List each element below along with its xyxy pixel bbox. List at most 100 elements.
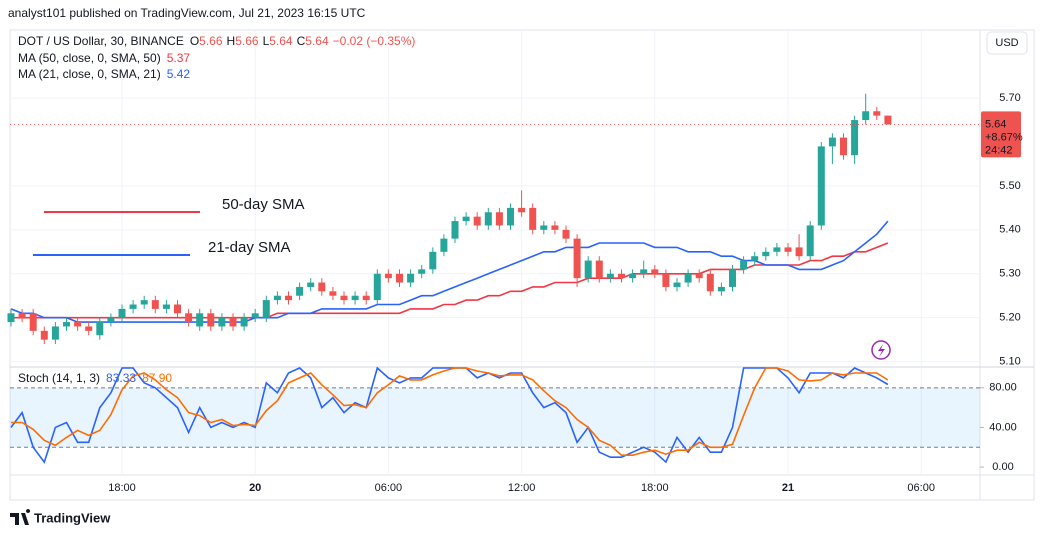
- x-tick-label: 18:00: [641, 482, 669, 494]
- candle-body: [884, 115, 892, 125]
- y-tick-label: 5.30: [999, 268, 1020, 280]
- candle-body: [584, 260, 592, 279]
- candle-body: [684, 273, 692, 283]
- candle-body: [329, 291, 337, 296]
- stoch-name: Stoch (14, 1, 3): [18, 371, 100, 385]
- candle-body: [462, 216, 470, 222]
- candle-body: [873, 111, 881, 116]
- y-tick-label: 80.00: [989, 382, 1017, 394]
- candle-body: [595, 260, 603, 279]
- x-tick-label: 21: [782, 482, 794, 494]
- y-tick-label: 5.40: [999, 224, 1020, 236]
- candle-body: [107, 317, 115, 323]
- price-tag: [981, 111, 1021, 158]
- candle-body: [185, 313, 193, 323]
- y-tick-label: 5.10: [999, 356, 1020, 368]
- ohlc-label: H: [227, 34, 236, 48]
- ma50-legend: MA (50, close, 0, SMA, 50) 5.37: [18, 51, 190, 65]
- candle-body: [285, 295, 292, 301]
- alert-icon[interactable]: [871, 340, 891, 360]
- candle-body: [751, 256, 759, 261]
- ohlc-value: 5.64: [269, 34, 293, 48]
- candle-body: [784, 247, 792, 252]
- price-tag-countdown: 24:42: [985, 144, 1013, 156]
- candle-body: [551, 225, 559, 230]
- candle-body: [529, 207, 537, 230]
- candle-body: [273, 295, 281, 301]
- candle-body: [540, 225, 548, 230]
- candle-body: [7, 313, 15, 323]
- candle-body: [63, 322, 70, 327]
- annotation-text: 50-day SMA: [222, 196, 305, 213]
- logo: [10, 509, 31, 525]
- stoch-line: [11, 367, 889, 456]
- ohlc-label: L: [263, 34, 270, 48]
- candle-body: [407, 273, 415, 283]
- candle-body: [196, 313, 204, 327]
- band-fill: [10, 387, 980, 448]
- candle-body: [373, 273, 381, 301]
- price-legend: DOT / US Dollar, 30, BINANCE O5.66 H5.66 L5…: [18, 34, 415, 48]
- x-tick-label: 20: [249, 482, 261, 494]
- candle-body: [307, 282, 315, 287]
- candle-body: [817, 146, 825, 226]
- ohlc-value: 5.64: [305, 34, 329, 48]
- y-tick-label: 5.70: [999, 92, 1020, 104]
- candle-body: [151, 300, 159, 309]
- currency-button[interactable]: [986, 31, 1028, 55]
- brand: TradingView: [34, 510, 111, 525]
- candle-body: [240, 317, 248, 327]
- candle-body: [806, 225, 814, 257]
- symbol: DOT / US Dollar, 30, BINANCE: [18, 34, 184, 48]
- candle-body: [207, 313, 215, 327]
- candle-body: [362, 295, 370, 301]
- candle-body: [440, 238, 448, 252]
- candle-body: [251, 313, 259, 318]
- price-tag-value: 5.64: [985, 118, 1006, 130]
- candle-body: [418, 269, 426, 274]
- candle-body: [118, 308, 126, 318]
- x-tick-label: 06:00: [375, 482, 403, 494]
- price-tag-change: +8.67%: [985, 131, 1023, 143]
- candle-body: [851, 120, 859, 156]
- candle-body: [129, 304, 137, 309]
- currency[interactable]: USD: [995, 37, 1018, 49]
- candle-body: [85, 326, 93, 331]
- candle-body: [40, 330, 48, 340]
- candle-body: [695, 273, 703, 279]
- logo-mark: [10, 509, 31, 525]
- candle-body: [74, 322, 82, 327]
- candle-body: [740, 260, 748, 270]
- x-tick-label: 18:00: [108, 482, 136, 494]
- annotation-text: 21-day SMA: [208, 239, 291, 256]
- candle-body: [96, 322, 104, 336]
- candle-body: [828, 137, 836, 147]
- candle-body: [729, 269, 736, 287]
- candle-body: [651, 269, 659, 274]
- y-tick-label: 40.00: [989, 421, 1017, 433]
- candle-body: [451, 221, 459, 239]
- published-line: analyst101 published on TradingView.com,…: [8, 6, 366, 20]
- candle-body: [606, 273, 614, 279]
- candle-body: [706, 273, 714, 292]
- candle-body: [140, 300, 148, 305]
- candle-body: [51, 326, 59, 340]
- x-tick-label: 12:00: [508, 482, 536, 494]
- candle-body: [662, 273, 670, 287]
- icon-ring[interactable]: [871, 340, 891, 360]
- ma-name: MA (50, close, 0, SMA, 50): [18, 51, 161, 65]
- ma-name: MA (21, close, 0, SMA, 21): [18, 67, 161, 81]
- icon-bolt[interactable]: [878, 344, 885, 357]
- candle-body: [18, 313, 26, 318]
- stoch-d: 87.90: [142, 371, 172, 385]
- candle-body: [673, 282, 681, 287]
- candle-body: [640, 269, 648, 274]
- candle-body: [396, 273, 403, 283]
- candle-body: [351, 295, 359, 301]
- ohlc-label: C: [297, 34, 306, 48]
- ma-value: 5.42: [167, 67, 191, 81]
- candle-body: [218, 317, 226, 327]
- candle-body: [495, 212, 503, 226]
- ohlc-value: 5.66: [235, 34, 259, 48]
